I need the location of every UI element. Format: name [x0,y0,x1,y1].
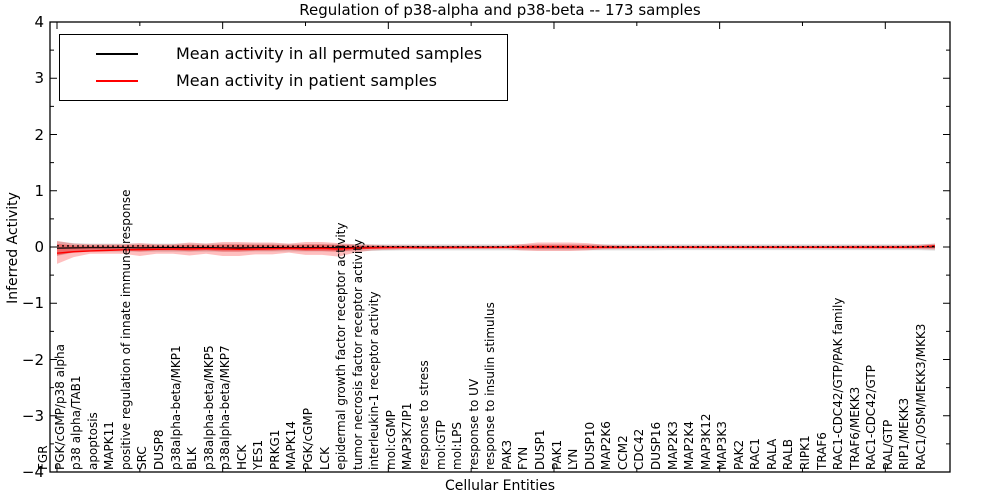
x-tick-label: RAC1-CDC42/GTP [864,365,879,470]
x-tick-label: RALB [781,439,796,470]
x-tick-label: p38alpha-beta/MKP5 [201,345,216,470]
x-tick-label: response to insulin stimulus [483,302,498,470]
x-tick-label: PGK/cGMP [301,408,316,470]
x-tick-label: YES1 [251,439,266,470]
legend: Mean activity in all permuted samples Mea… [59,34,508,101]
x-tick-label: LYN [566,448,581,470]
band-permuted-range [57,241,935,256]
x-tick-label: p38 alpha/TAB1 [69,375,84,470]
legend-item: Mean activity in patient samples [60,68,507,94]
x-tick-label: BLK [185,447,200,470]
x-tick-label: TRAF6 [814,432,829,470]
x-tick-label: response to stress [417,360,432,470]
x-tick-label: RAC1/OSM/MEKK3/MKK3 [914,323,928,470]
legend-label: Mean activity in all permuted samples [176,44,483,63]
x-tick-label: RALA [764,438,779,470]
x-tick-label: TRAF6/MEKK3 [847,386,862,470]
x-tick-label: positive regulation of innate immune res… [118,189,133,470]
x-tick-label: p38alpha-beta/MKP1 [168,345,183,470]
x-tick-label: CCM2 [615,435,630,470]
y-tick-label: 0 [34,238,44,256]
y-tick-label: 4 [34,13,44,31]
x-tick-label: MAP3K7IP1 [400,402,415,470]
x-tick-label: PRKG1 [267,429,282,470]
legend-item: Mean activity in all permuted samples [60,41,507,67]
chart-title: Regulation of p38-alpha and p38-beta -- … [299,1,701,19]
x-tick-label: MAP2K3 [665,421,680,470]
axes-border [49,21,951,473]
x-tick-label: FGR [36,445,50,470]
x-tick-label: PAK3 [499,439,514,470]
x-tick-label: RAC1 [748,438,763,470]
x-tick-label: DUSP16 [648,421,663,470]
x-tick-label: PGK/cGMP/p38 alpha [52,344,67,470]
y-tick-label: −4 [21,463,44,481]
legend-label: Mean activity in patient samples [176,71,437,90]
x-axis-label: Cellular Entities [444,478,556,494]
x-tick-label: MAP3K12 [698,413,713,470]
x-tick-label: mol:cGMP [383,410,398,470]
x-tick-label: PAK1 [549,439,564,470]
x-tick-label: response to UV [466,378,481,470]
x-tick-label: RAC1-CDC42/GTP/PAK family [831,297,846,470]
y-tick-label: 3 [34,69,44,88]
x-tick-label: PAK2 [731,439,746,470]
y-tick-label: 1 [34,181,44,200]
y-tick-label: −2 [21,350,44,369]
y-tick-label: 2 [34,125,44,144]
line-permuted-mean-dotted [56,245,936,248]
x-tick-label: interleukin-1 receptor activity [367,291,382,470]
x-tick-label: MAPK11 [102,421,117,470]
x-tick-label: mol:LPS [450,422,465,470]
x-tick-label: MAP2K4 [682,421,697,470]
x-tick-label: CDC42 [632,428,647,470]
x-tick-label: DUSP8 [151,429,166,470]
x-tick-label: p38alpha-beta/MKP7 [218,345,233,470]
x-tick-label: RAL/GTP [880,419,895,470]
x-tick-label: DUSP10 [582,421,597,470]
x-tick-label: HCK [234,444,249,470]
legend-line-sample [96,53,138,55]
y-tick-label: −1 [21,294,44,313]
x-tick-label: LCK [317,447,332,470]
x-tick-label: apoptosis [85,412,100,470]
x-tick-label: FYN [516,446,531,470]
x-tick-label: MAP3K3 [715,421,730,470]
x-tick-label: MAP2K6 [599,421,614,470]
x-tick-label: MAPK14 [284,421,299,470]
x-tick-label: SRC [135,446,150,470]
legend-line-sample [96,80,138,82]
x-tick-label: RIPK1 [798,435,813,470]
x-tick-label: DUSP1 [532,429,547,470]
x-tick-label: mol:GTP [433,420,448,470]
x-tick-label: epidermal growth factor receptor activit… [334,222,349,470]
x-tick-label: RIP1/MEKK3 [897,397,912,470]
x-tick-label: tumor necrosis factor receptor activity [350,239,365,470]
y-tick-label: −3 [21,406,44,425]
